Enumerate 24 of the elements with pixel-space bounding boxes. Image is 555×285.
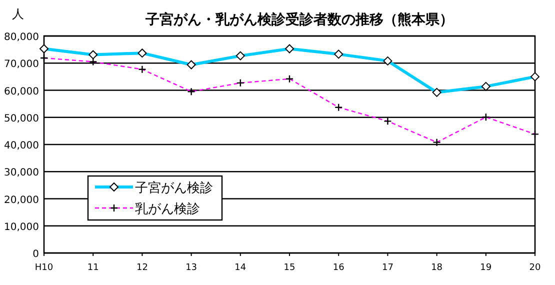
x-tick-label: 19 <box>480 263 492 273</box>
x-tick-label: 18 <box>431 263 443 273</box>
y-tick-label: 40,000 <box>4 140 39 152</box>
x-tick-label: 17 <box>382 263 394 273</box>
x-tick-label: 13 <box>186 263 198 273</box>
y-tick-label: 60,000 <box>4 86 39 98</box>
y-tick-label: 0 <box>32 249 39 260</box>
x-tick-label: 15 <box>284 263 296 273</box>
y-tick-label: 20,000 <box>4 194 39 206</box>
x-tick-label: 14 <box>234 263 246 273</box>
y-axis-title: 人 <box>12 7 24 21</box>
chart-title: 子宮がん・乳がん検診受診者数の推移（熊本県） <box>144 11 454 28</box>
y-tick-label: 70,000 <box>4 59 39 70</box>
y-tick-label: 30,000 <box>4 168 39 179</box>
legend-label: 子宮がん検診 <box>135 180 213 196</box>
y-tick-label: 50,000 <box>4 113 39 124</box>
x-tick-label: 12 <box>136 263 148 273</box>
legend-label: 乳がん検診 <box>135 202 200 217</box>
x-tick-label: H10 <box>34 263 54 273</box>
y-tick-label: 10,000 <box>4 222 39 233</box>
y-tick-label: 80,000 <box>4 32 39 43</box>
x-tick-label: 20 <box>529 263 541 273</box>
x-tick-label: 16 <box>332 263 345 273</box>
x-tick-label: 11 <box>87 263 99 273</box>
